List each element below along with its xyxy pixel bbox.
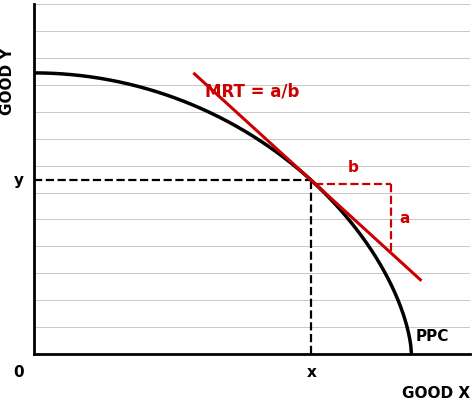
- Text: b: b: [348, 160, 359, 175]
- Text: 0: 0: [13, 365, 24, 380]
- Text: x: x: [306, 365, 316, 380]
- Text: a: a: [400, 211, 410, 226]
- Text: y: y: [14, 173, 24, 188]
- Text: GOOD Y: GOOD Y: [0, 47, 15, 115]
- Text: PPC: PPC: [415, 329, 449, 344]
- Text: MRT = a/b: MRT = a/b: [205, 83, 300, 101]
- Text: GOOD X: GOOD X: [401, 385, 470, 401]
